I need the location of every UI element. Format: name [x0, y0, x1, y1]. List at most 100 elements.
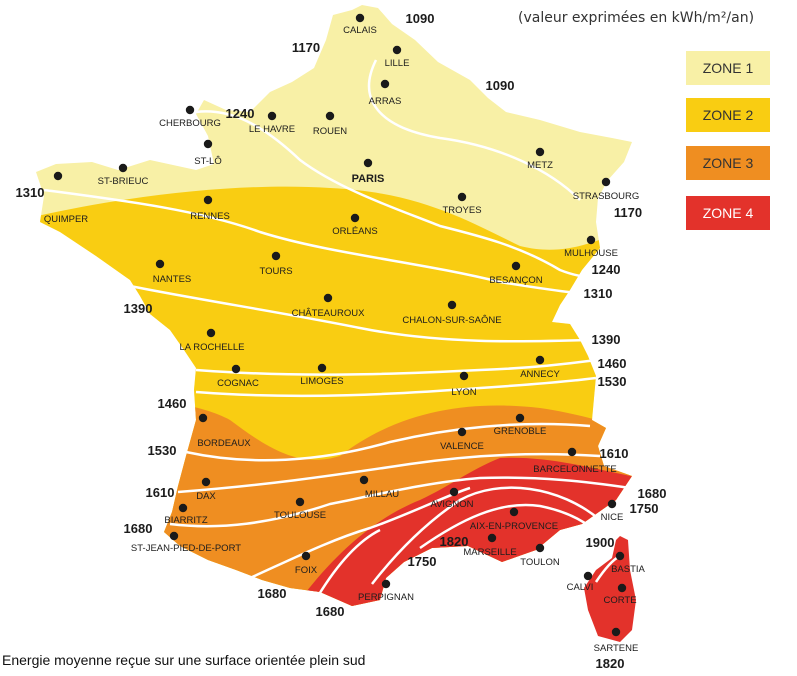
city-dot [457, 427, 467, 437]
city-label: GRENOBLE [494, 426, 547, 437]
city-dot [449, 487, 459, 497]
city-dot [615, 551, 625, 561]
isolines [43, 59, 631, 597]
city-dot [509, 507, 519, 517]
city-dot [487, 533, 497, 543]
city-dot [198, 413, 208, 423]
isoline-value: 1090 [406, 11, 435, 26]
isoline-value: 1680 [316, 604, 345, 619]
city-dot [350, 213, 360, 223]
city-label: CALVI [567, 582, 594, 593]
city-label: CHÂTEAUROUX [292, 308, 366, 319]
city-dot [118, 163, 128, 173]
city-dot [607, 499, 617, 509]
isoline-value: 1390 [124, 301, 153, 316]
city-dot [583, 571, 593, 581]
city-label: TOURS [259, 266, 292, 277]
city-label: TOULON [520, 557, 560, 568]
isoline-value: 1310 [584, 286, 613, 301]
city-dot [511, 261, 521, 271]
city-label: PERPIGNAN [358, 592, 414, 603]
isoline-value: 1240 [226, 106, 255, 121]
isoline-value: 1900 [586, 535, 615, 550]
city-dot [611, 627, 621, 637]
city-label: ROUEN [313, 126, 347, 137]
city-markers: CALAIS LILLE ARRAS CHERBOURG LE HAVRE ROUEN ST… [44, 13, 646, 654]
isoline-value: 1680 [638, 486, 667, 501]
city-label: LE HAVRE [249, 124, 295, 135]
city-label: QUIMPER [44, 214, 88, 225]
city-label: CHERBOURG [159, 118, 221, 129]
city-dot [535, 147, 545, 157]
city-dot [381, 579, 391, 589]
corsica [584, 536, 636, 642]
city-label: PARIS [352, 173, 385, 185]
isoline-value: 1460 [158, 396, 187, 411]
city-label: ORLÉANS [332, 226, 377, 237]
zone-4-legend: ZONE 4 [686, 196, 770, 230]
city-dot [567, 447, 577, 457]
city-label: BORDEAUX [197, 438, 251, 449]
city-label: TROYES [442, 205, 481, 216]
city-label: LYON [451, 387, 476, 398]
city-dot [201, 477, 211, 487]
city-label: DAX [196, 491, 216, 502]
isoline-value: 1310 [16, 185, 45, 200]
city-dot [203, 195, 213, 205]
city-label: CHALON-SUR-SAÔNE [402, 315, 501, 326]
city-label: LILLE [385, 58, 410, 69]
isoline-value: 1610 [146, 485, 175, 500]
city-dot [535, 543, 545, 553]
city-label: ST-JEAN-PIED-DE-PORT [131, 543, 241, 554]
city-label: COGNAC [217, 378, 259, 389]
isoline-value: 1820 [440, 534, 469, 549]
city-label: BASTIA [611, 564, 645, 575]
isoline-value: 1530 [148, 443, 177, 458]
city-label: ANNECY [520, 369, 560, 380]
city-dot [178, 503, 188, 513]
city-dot [535, 355, 545, 365]
city-label: CALAIS [343, 25, 377, 36]
map-caption: Energie moyenne reçue sur une surface or… [2, 652, 366, 668]
city-label: TOULOUSE [274, 510, 326, 521]
city-dot [601, 177, 611, 187]
city-dot [586, 235, 596, 245]
zone-2-legend: ZONE 2 [686, 98, 770, 132]
city-label: ST-BRIEUC [98, 176, 149, 187]
city-label: AIX-EN-PROVENCE [470, 521, 558, 532]
isoline-value: 1680 [124, 521, 153, 536]
isoline-value: 1460 [598, 356, 627, 371]
city-label: LIMOGES [300, 376, 343, 387]
isoline-value: 1170 [614, 205, 642, 220]
city-dot [363, 158, 373, 168]
city-dot [459, 371, 469, 381]
city-label: VALENCE [440, 441, 484, 452]
city-dot [271, 251, 281, 261]
isoline-value: 1820 [596, 656, 625, 671]
city-dot [301, 551, 311, 561]
city-label: BIARRITZ [164, 515, 207, 526]
isoline-value: 1530 [598, 374, 627, 389]
city-dot [267, 111, 277, 121]
city-label: MARSEILLE [463, 547, 516, 558]
city-label: BESANÇON [489, 275, 542, 286]
isoline-value: 1390 [592, 332, 621, 347]
city-dot [355, 13, 365, 23]
city-dot [359, 475, 369, 485]
city-dot [203, 139, 213, 149]
isoline-value: 1090 [486, 78, 515, 93]
city-label: RENNES [190, 211, 230, 222]
city-label: MULHOUSE [564, 248, 618, 259]
city-label: NANTES [153, 274, 192, 285]
city-label: ST-LÔ [194, 156, 221, 167]
city-label: ARRAS [369, 96, 402, 107]
city-dot [617, 583, 627, 593]
city-label: METZ [527, 160, 553, 171]
zone-1-legend: ZONE 1 [686, 51, 770, 85]
city-dot [155, 259, 165, 269]
isoline-value: 1240 [592, 262, 621, 277]
city-dot [392, 45, 402, 55]
city-dot [317, 363, 327, 373]
city-dot [457, 192, 467, 202]
